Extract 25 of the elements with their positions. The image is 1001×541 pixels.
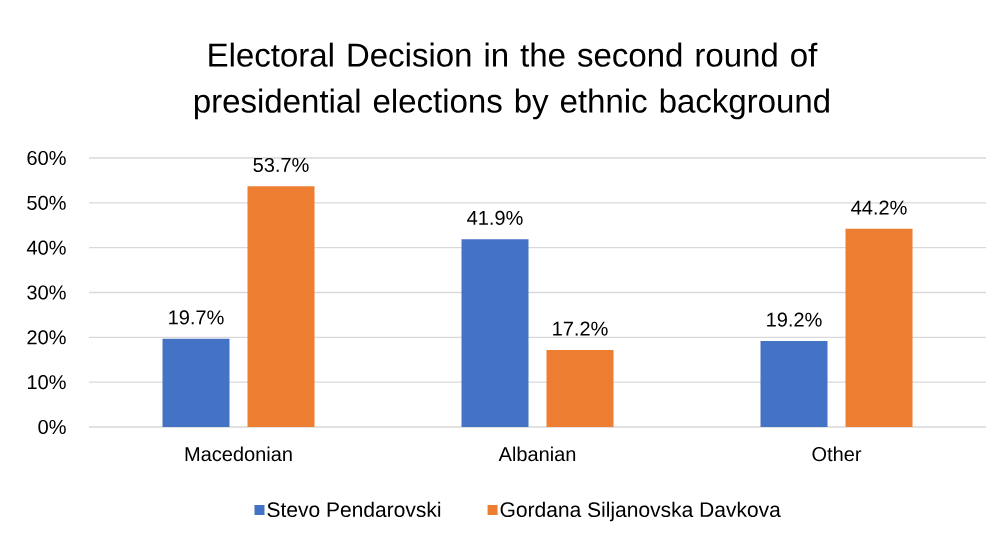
data-label: 41.9% — [467, 210, 523, 225]
bar — [162, 338, 230, 427]
bar — [845, 228, 913, 427]
data-label: 44.2% — [851, 200, 907, 215]
bar — [247, 186, 315, 427]
y-tick-label: 50% — [27, 195, 66, 210]
bar — [461, 239, 529, 427]
y-tick-label: 10% — [27, 375, 66, 390]
chart-title: Electoral Decision in the second round of presidential elections by ethnic background — [194, 42, 829, 120]
data-label: 17.2% — [553, 321, 608, 336]
legend-label: Gordana Siljanovska Davkova — [500, 501, 781, 522]
x-tick-label: Albanian — [498, 446, 576, 462]
x-tick-label: Other — [812, 446, 862, 462]
legend-label: Stevo Pendarovski — [267, 501, 441, 518]
data-label: 19.2% — [767, 312, 822, 327]
bar — [760, 340, 828, 427]
data-label: 53.7% — [253, 157, 309, 173]
data-label: 19.7% — [169, 310, 224, 325]
y-tick-label: 0% — [38, 419, 66, 435]
y-tick-label: 20% — [27, 330, 66, 345]
y-tick-label: 60% — [27, 150, 66, 166]
bar — [546, 349, 614, 427]
y-tick-label: 40% — [26, 240, 66, 255]
x-tick-label: Macedonian — [185, 446, 292, 462]
y-tick-label: 30% — [27, 285, 66, 300]
